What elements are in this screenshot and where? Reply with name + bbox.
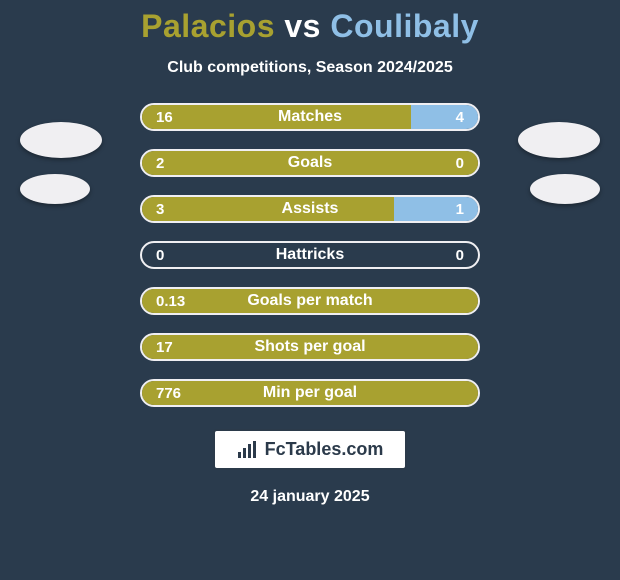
title-player2: Coulibaly	[330, 8, 479, 44]
stat-row: Min per goal776	[0, 379, 620, 407]
source-logo: FcTables.com	[213, 429, 408, 470]
title-player1: Palacios	[141, 8, 275, 44]
comparison-card: Palacios vs Coulibaly Club competitions,…	[0, 0, 620, 580]
stat-bar-left-segment	[142, 243, 310, 267]
stat-bar-left-segment	[142, 381, 478, 405]
bars-icon	[237, 441, 259, 459]
player-avatar-left	[20, 122, 102, 158]
stat-bar-right-segment	[310, 243, 478, 267]
stat-row: Goals20	[0, 149, 620, 177]
stat-bar: Hattricks00	[140, 241, 480, 269]
source-logo-text: FcTables.com	[265, 439, 384, 460]
date-label: 24 january 2025	[250, 488, 369, 506]
stat-bar: Goals20	[140, 149, 480, 177]
player-avatar-left	[20, 174, 90, 204]
stat-bar: Goals per match0.13	[140, 287, 480, 315]
player-avatar-right	[518, 122, 600, 158]
page-title: Palacios vs Coulibaly	[141, 8, 479, 45]
stat-bar-right-segment	[411, 105, 478, 129]
stat-bar-left-segment	[142, 335, 478, 359]
stat-bar-left-segment	[142, 151, 478, 175]
stat-bar-right-segment	[394, 197, 478, 221]
stat-row: Goals per match0.13	[0, 287, 620, 315]
stat-bar: Shots per goal17	[140, 333, 480, 361]
stat-row: Assists31	[0, 195, 620, 223]
subtitle: Club competitions, Season 2024/2025	[167, 59, 452, 77]
stat-row: Hattricks00	[0, 241, 620, 269]
stat-bar: Min per goal776	[140, 379, 480, 407]
stat-bar-left-segment	[142, 197, 394, 221]
player-avatar-right	[530, 174, 600, 204]
stat-bar: Assists31	[140, 195, 480, 223]
stat-bar: Matches164	[140, 103, 480, 131]
stat-row: Matches164	[0, 103, 620, 131]
stat-bar-left-segment	[142, 105, 411, 129]
stat-row: Shots per goal17	[0, 333, 620, 361]
title-vs: vs	[284, 8, 321, 44]
stat-bar-left-segment	[142, 289, 478, 313]
